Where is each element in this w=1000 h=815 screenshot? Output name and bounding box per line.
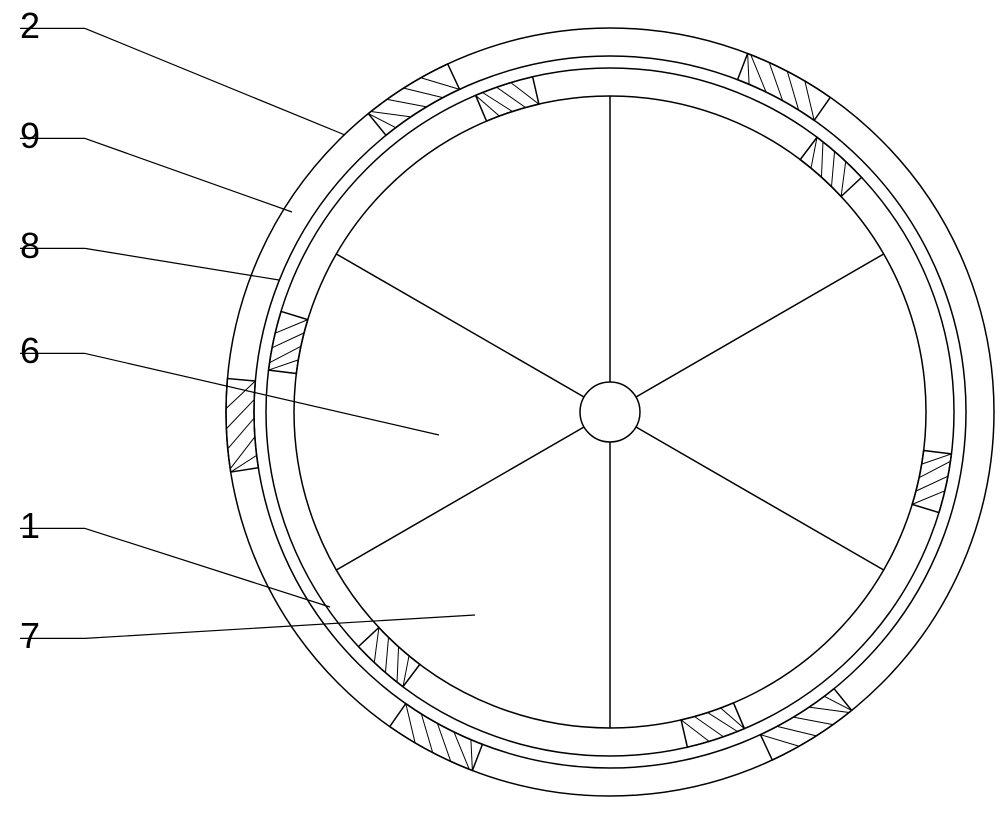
callout-label-6: 6 (20, 330, 40, 372)
callout-label-2: 2 (20, 5, 40, 47)
callout-label-7: 7 (20, 615, 40, 657)
callout-label-9: 9 (20, 115, 40, 157)
callout-label-1: 1 (20, 505, 40, 547)
technical-drawing (0, 0, 1000, 815)
callout-label-8: 8 (20, 225, 40, 267)
